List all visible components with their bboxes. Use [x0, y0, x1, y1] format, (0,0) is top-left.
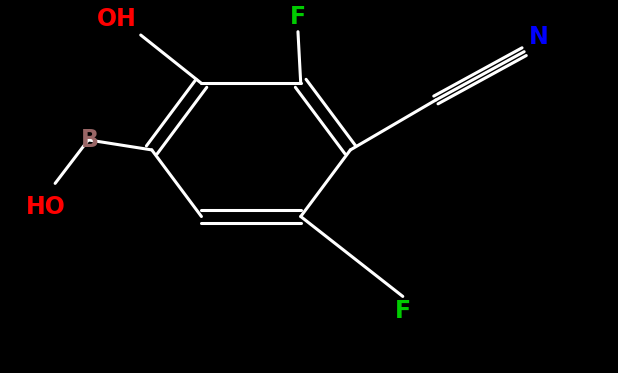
Text: F: F	[395, 300, 411, 323]
Text: B: B	[82, 128, 99, 152]
Text: N: N	[529, 25, 549, 49]
Text: HO: HO	[26, 195, 66, 219]
Text: F: F	[290, 5, 306, 29]
Text: OH: OH	[97, 7, 137, 31]
